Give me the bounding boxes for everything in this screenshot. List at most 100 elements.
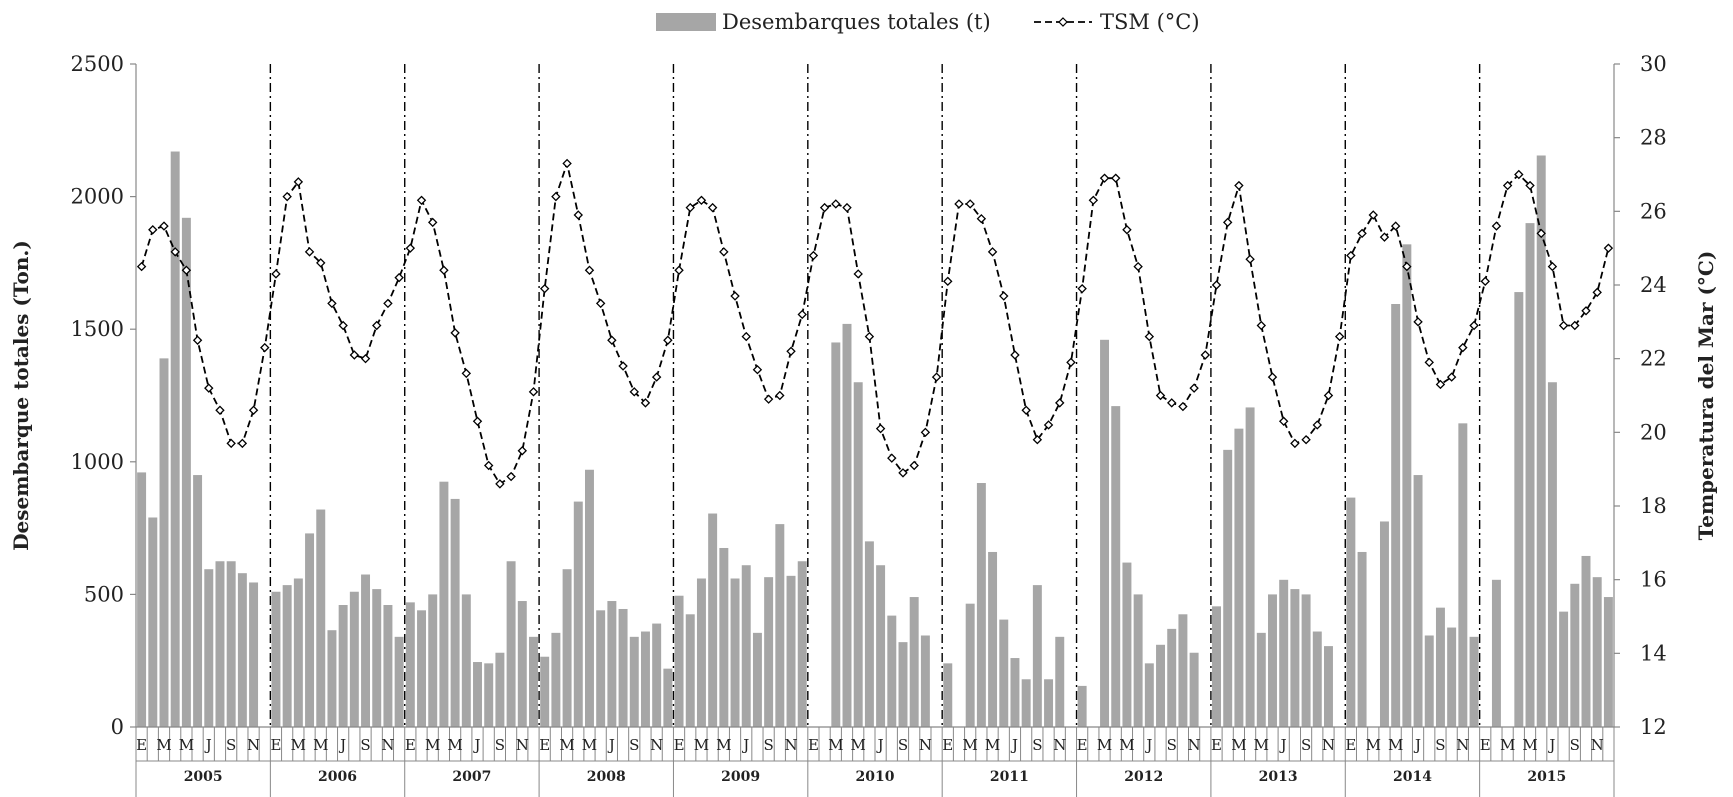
tsm-point — [864, 331, 875, 342]
bar — [529, 636, 538, 727]
x-month-label: J — [607, 736, 615, 754]
tsm-point — [1514, 169, 1524, 180]
tsm-point — [1234, 180, 1244, 191]
x-month-label: S — [360, 736, 370, 754]
x-month-label: N — [516, 736, 529, 754]
y-left-tick-label: 1000 — [71, 450, 124, 474]
y-left-tick-label: 1500 — [71, 317, 124, 341]
x-month-label: N — [247, 736, 260, 754]
tsm-point — [1122, 225, 1132, 235]
tsm-point — [539, 283, 550, 294]
x-month-label: E — [1480, 736, 1491, 754]
tsm-point — [1301, 434, 1311, 445]
tsm-point — [1155, 390, 1166, 401]
bar — [842, 323, 852, 727]
tsm-point — [775, 390, 785, 401]
x-month-label: S — [763, 736, 773, 754]
bar — [1301, 594, 1311, 727]
tsm-point — [517, 446, 528, 456]
bar — [618, 608, 628, 727]
tsm-point — [730, 291, 740, 301]
tsm-point — [1010, 350, 1020, 360]
tsm-point — [797, 309, 807, 320]
bar — [473, 662, 482, 727]
year-label: 2008 — [587, 769, 626, 785]
x-month-label: M — [291, 736, 306, 754]
bar — [1547, 382, 1557, 727]
tsm-point — [528, 387, 539, 397]
tsm-point — [1200, 350, 1211, 360]
tsm-point — [282, 191, 292, 202]
bar — [1223, 449, 1233, 727]
x-month-label: M — [1522, 736, 1537, 754]
y-left-tick-label: 500 — [84, 582, 124, 606]
year-label: 2007 — [452, 769, 491, 785]
bar — [271, 591, 281, 727]
bar — [417, 610, 427, 727]
bar — [1536, 155, 1546, 727]
x-month-label: M — [828, 736, 843, 754]
tsm-point — [685, 202, 695, 213]
year-label: 2014 — [1393, 769, 1432, 785]
y-right-tick-label: 28 — [1640, 126, 1667, 150]
tsm-point — [1480, 276, 1490, 287]
tsm-point — [428, 217, 438, 228]
tsm-point — [674, 265, 684, 275]
tsm-point — [327, 298, 337, 309]
tsm-point — [1502, 180, 1513, 191]
bar — [1122, 562, 1132, 727]
bar — [1559, 611, 1569, 727]
tsm-point — [416, 195, 427, 206]
tsm-point — [1458, 342, 1468, 353]
y-right-tick-label: 18 — [1640, 494, 1667, 518]
bar — [1245, 407, 1255, 727]
tsm-point — [1435, 379, 1446, 390]
tsm-point — [965, 199, 975, 209]
bar — [719, 547, 729, 727]
tsm-point — [1077, 283, 1087, 294]
bar — [1234, 428, 1244, 727]
y-right-tick-label: 16 — [1640, 568, 1667, 592]
bar — [1044, 679, 1054, 727]
x-month-label: J — [876, 736, 884, 754]
tsm-point — [338, 320, 348, 331]
bar — [1256, 632, 1266, 727]
tsm-point — [1133, 261, 1143, 272]
x-month-label: E — [136, 736, 147, 754]
x-month-label: M — [179, 736, 194, 754]
tsm-point — [1267, 372, 1278, 382]
tsm-point — [551, 191, 561, 202]
bar — [730, 578, 740, 727]
bar — [629, 636, 639, 727]
x-month-label: J — [1010, 736, 1018, 754]
bar — [1032, 585, 1042, 727]
year-label: 2013 — [1259, 769, 1298, 785]
year-label: 2010 — [856, 769, 895, 785]
bar — [898, 642, 908, 727]
tsm-point — [271, 269, 281, 279]
y-right-tick-label: 26 — [1640, 199, 1667, 223]
x-month-label: S — [1167, 736, 1177, 754]
tsm-point — [1111, 173, 1121, 183]
tsm-point — [786, 346, 796, 357]
x-month-label: E — [405, 736, 416, 754]
tsm-point — [1256, 320, 1267, 331]
bar — [652, 623, 662, 727]
tsm-point — [159, 221, 169, 231]
bar — [853, 382, 863, 727]
tsm-point — [629, 387, 639, 397]
year-label: 2012 — [1124, 769, 1163, 785]
tsm-point — [1368, 210, 1378, 220]
bar — [708, 513, 718, 727]
tsm-point — [1390, 221, 1401, 231]
tsm-point — [383, 298, 393, 309]
x-month-label: M — [985, 736, 1000, 754]
x-month-label: M — [1254, 736, 1269, 754]
x-month-label: M — [1231, 736, 1246, 754]
tsm-point — [293, 177, 304, 187]
x-month-label: N — [381, 736, 394, 754]
tsm-point — [394, 272, 404, 283]
year-label: 2006 — [318, 769, 357, 785]
tsm-point — [920, 427, 931, 438]
